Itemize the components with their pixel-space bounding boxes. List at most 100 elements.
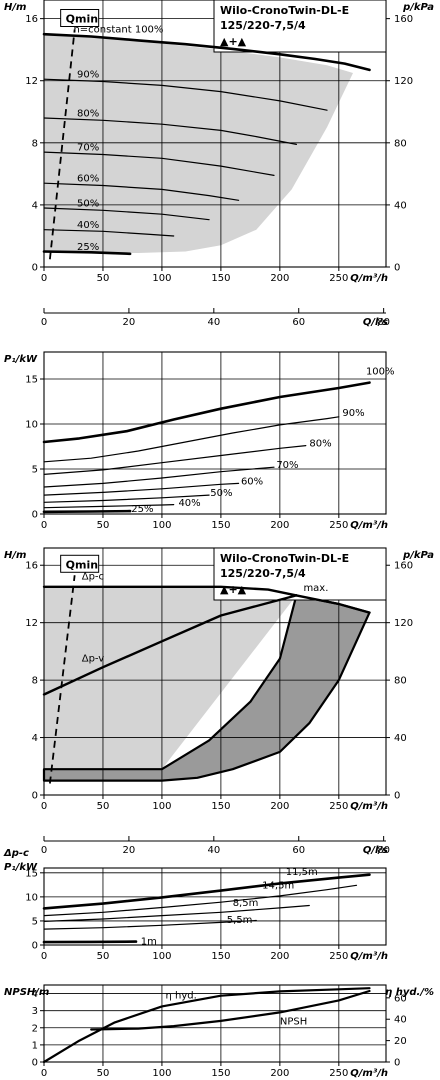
y-axis-label: NPSH/m [4,987,49,998]
series-label: 8,5m [233,898,259,909]
x2-tick-label: 20 [123,317,136,328]
series-line [43,117,297,145]
series-line [43,482,240,496]
series-line [42,381,371,444]
x-tick-label: 100 [152,520,171,531]
y-tick-label: 10 [25,892,38,903]
x-tick-label: 150 [211,520,230,531]
series-label: 80% [77,108,99,119]
series-label: 25% [77,242,99,253]
series-label: 40% [178,498,200,509]
series-line [43,494,210,503]
y2-axis-label: p/kPa [402,550,434,561]
x-tick-label: 250 [329,520,348,531]
plot-frame [43,351,387,515]
series-line [43,416,340,463]
chart-subtitle: 125/220-7,5/4 [220,567,306,580]
x-axis-label: Q/m³/h [350,520,388,531]
series-line [42,987,371,1064]
y-tick-label: 16 [25,14,38,25]
x-tick-label: 0 [41,273,47,284]
x2-tick-label: 60 [292,317,305,328]
y2-tick-label: 40 [394,733,407,744]
y-tick-label: 4 [32,989,38,1000]
y-tick-label: 8 [32,676,38,687]
y-axis-label: P₁/kW [4,862,38,873]
x-tick-label: 250 [329,801,348,812]
series-line [42,250,132,256]
y-tick-label: 15 [25,375,38,386]
series-label: Δp-v [82,653,105,664]
series-label: 1m [141,937,157,948]
x-tick-label: 200 [270,520,289,531]
y2-tick-label: 80 [394,138,407,149]
pump-symbol: ▲+▲ [220,35,247,48]
y-tick-label: 16 [25,561,38,572]
series-label: 60% [241,476,263,487]
x-tick-label: 200 [270,1068,289,1079]
x-tick-label: 100 [152,801,171,812]
y2-tick-label: 120 [394,618,413,629]
y2-tick-label: 0 [394,791,400,802]
qmin-box [60,554,100,573]
title-box [213,547,387,601]
series-line [90,989,371,1031]
y-axis-label-top: Δp-c [3,848,29,859]
y-tick-label: 3 [32,1006,38,1017]
series-line [42,509,132,514]
x-axis-label: Q/m³/h [350,273,388,284]
series-label: Δp-c [82,572,104,583]
x-tick-label: 250 [329,951,348,962]
x-tick-label: 200 [270,273,289,284]
x2-tick-label: 60 [292,845,305,856]
series-line [43,229,175,237]
y-tick-label: 12 [25,76,38,87]
series-line [43,151,275,176]
x2-tick-label: 0 [41,317,47,328]
x2-axis-label: Q/l/s [363,317,388,328]
series-label: 25% [131,504,153,515]
x-tick-label: 150 [211,273,230,284]
operating-envelope [44,34,353,254]
y2-tick-label: 160 [394,14,413,25]
pump-symbol: ▲+▲ [220,583,247,596]
chart-title: Wilo-CronoTwin-DL-E [220,4,349,17]
series-label: 11,5m [286,867,318,878]
series-label: 60% [77,174,99,185]
qmin-label: Qmin [66,12,98,25]
x-tick-label: 0 [41,801,47,812]
x-tick-label: 150 [211,951,230,962]
series-line [295,594,371,614]
y-tick-label: 15 [25,868,38,879]
series-line [43,182,240,201]
y-tick-label: 4 [32,733,38,744]
series-label: 70% [77,143,99,154]
series-label: 100% [366,367,395,378]
x-tick-label: 50 [97,1068,110,1079]
series-label: 40% [77,220,99,231]
y2-tick-label: 20 [394,1036,407,1047]
x-tick-label: 100 [152,273,171,284]
y2-tick-label: 160 [394,561,413,572]
y2-tick-label: 0 [394,263,400,274]
dp-v-region [42,594,371,782]
x2-tick-label: 40 [207,317,220,328]
y2-axis-label: η hyd./% [385,987,434,998]
series-label: 90% [342,408,364,419]
x-tick-label: 0 [41,951,47,962]
y2-tick-label: 80 [394,676,407,687]
x-tick-label: 150 [211,1068,230,1079]
series-label: η hyd. [165,991,196,1002]
y-tick-label: 0 [32,941,38,952]
x-tick-label: 150 [211,801,230,812]
series-line [43,919,257,930]
x-axis-label: Q/m³/h [350,801,388,812]
y-axis-label: P₁/kW [4,354,38,365]
y-tick-label: 0 [32,263,38,274]
y-tick-label: 12 [25,618,38,629]
series-label: NPSH [280,1016,307,1027]
x-tick-label: 50 [97,520,110,531]
